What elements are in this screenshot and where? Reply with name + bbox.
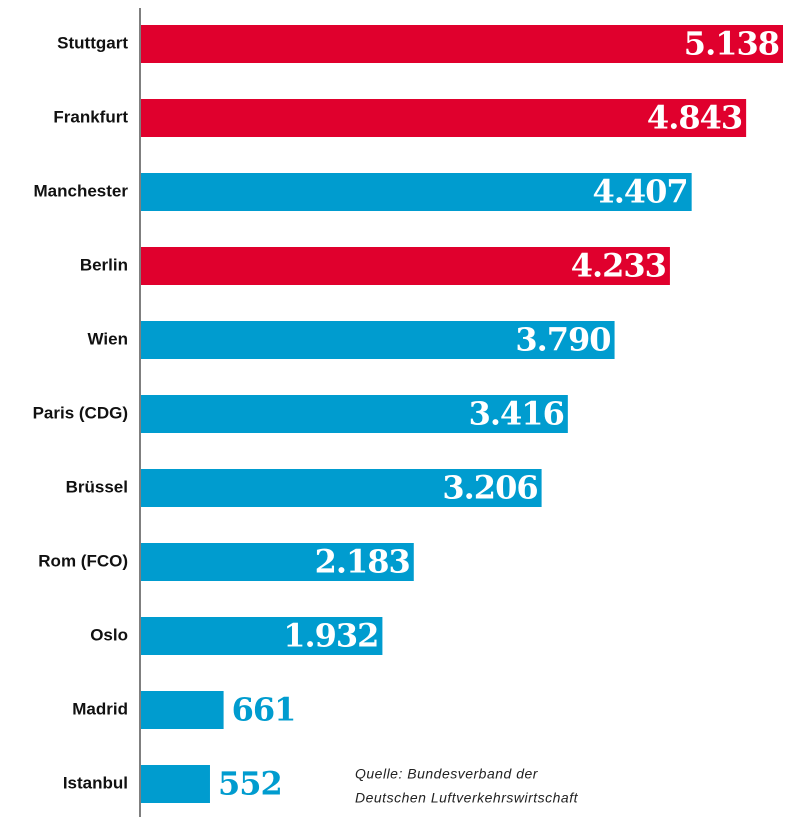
y-tick-label: Brüssel [66, 477, 128, 496]
y-tick-label: Madrid [72, 699, 128, 718]
bar [141, 173, 692, 211]
value-label: 3.206 [442, 469, 537, 507]
source-note: Quelle: Bundesverband der [355, 766, 539, 782]
value-label: 552 [218, 765, 282, 803]
y-tick-label: Stuttgart [57, 33, 128, 52]
value-label: 1.932 [283, 617, 378, 655]
bar [141, 765, 210, 803]
value-label: 4.233 [571, 247, 666, 285]
y-tick-label: Wien [88, 329, 128, 348]
y-tick-label: Frankfurt [53, 107, 128, 126]
bar [141, 25, 783, 63]
bar [141, 469, 542, 507]
value-label: 661 [232, 691, 296, 729]
bar [141, 247, 670, 285]
y-tick-label: Manchester [34, 181, 129, 200]
bar [141, 617, 383, 655]
value-label: 4.407 [592, 173, 687, 211]
y-tick-label: Istanbul [63, 773, 128, 792]
bar [141, 321, 615, 359]
value-label: 4.843 [647, 99, 742, 137]
y-tick-label: Oslo [90, 625, 128, 644]
y-tick-label: Rom (FCO) [38, 551, 128, 570]
value-label: 3.416 [469, 395, 564, 433]
value-label: 5.138 [684, 25, 779, 63]
bar [141, 691, 224, 729]
y-tick-label: Paris (CDG) [33, 403, 128, 422]
y-tick-label: Berlin [80, 255, 128, 274]
bar [141, 395, 568, 433]
bar [141, 99, 747, 137]
value-label: 3.790 [515, 321, 610, 359]
bar [141, 543, 414, 581]
value-label: 2.183 [315, 543, 410, 581]
source-note: Deutschen Luftverkehrswirtschaft [355, 790, 579, 806]
